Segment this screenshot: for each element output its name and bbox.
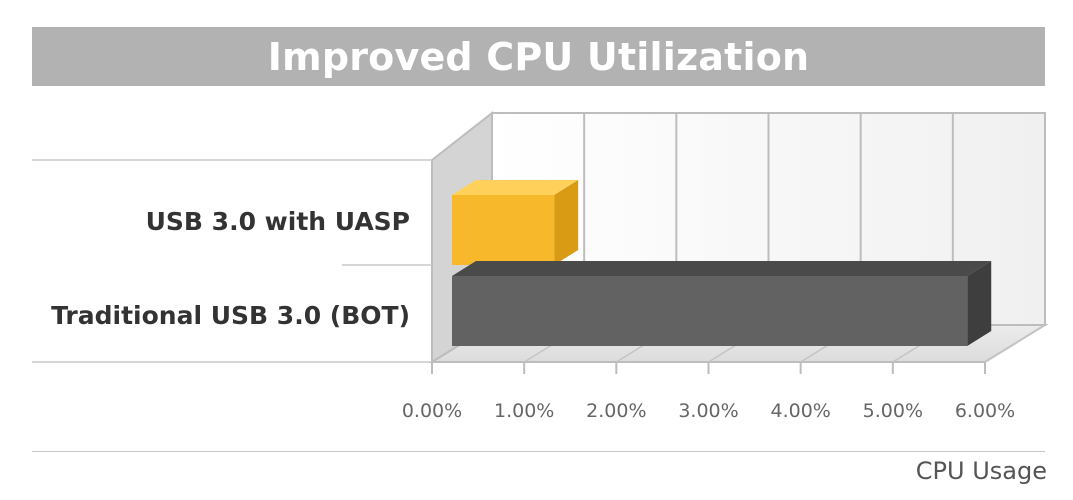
x-tick-labels: 0.00% 1.00% 2.00% 3.00% 4.00% 5.00% 6.00%: [402, 362, 1015, 422]
category-label: USB 3.0 with UASP: [146, 207, 410, 236]
bars: [452, 180, 992, 346]
tick-label: 3.00%: [678, 400, 738, 422]
bar-bot-side: [967, 261, 992, 346]
tick-label: 0.00%: [402, 400, 462, 422]
bottom-rule: [32, 451, 1045, 452]
tick-label: 4.00%: [770, 400, 830, 422]
bar-uasp-top: [452, 180, 579, 195]
tick-label: 1.00%: [494, 400, 554, 422]
bar-uasp: [452, 195, 555, 265]
category-labels: USB 3.0 with UASP Traditional USB 3.0 (BO…: [51, 207, 410, 330]
category-label: Traditional USB 3.0 (BOT): [51, 301, 410, 330]
tick-label: 6.00%: [955, 400, 1015, 422]
bar-uasp-side: [554, 180, 579, 265]
floor-grid-line: [984, 324, 1046, 363]
tick-label: 5.00%: [863, 400, 923, 422]
tick-label: 2.00%: [586, 400, 646, 422]
bar-bot-top: [452, 261, 992, 276]
chart-title: Improved CPU Utilization: [267, 34, 810, 79]
bar-bot: [452, 276, 968, 346]
x-axis-label: CPU Usage: [915, 457, 1047, 485]
title-bar: Improved CPU Utilization: [32, 27, 1045, 86]
